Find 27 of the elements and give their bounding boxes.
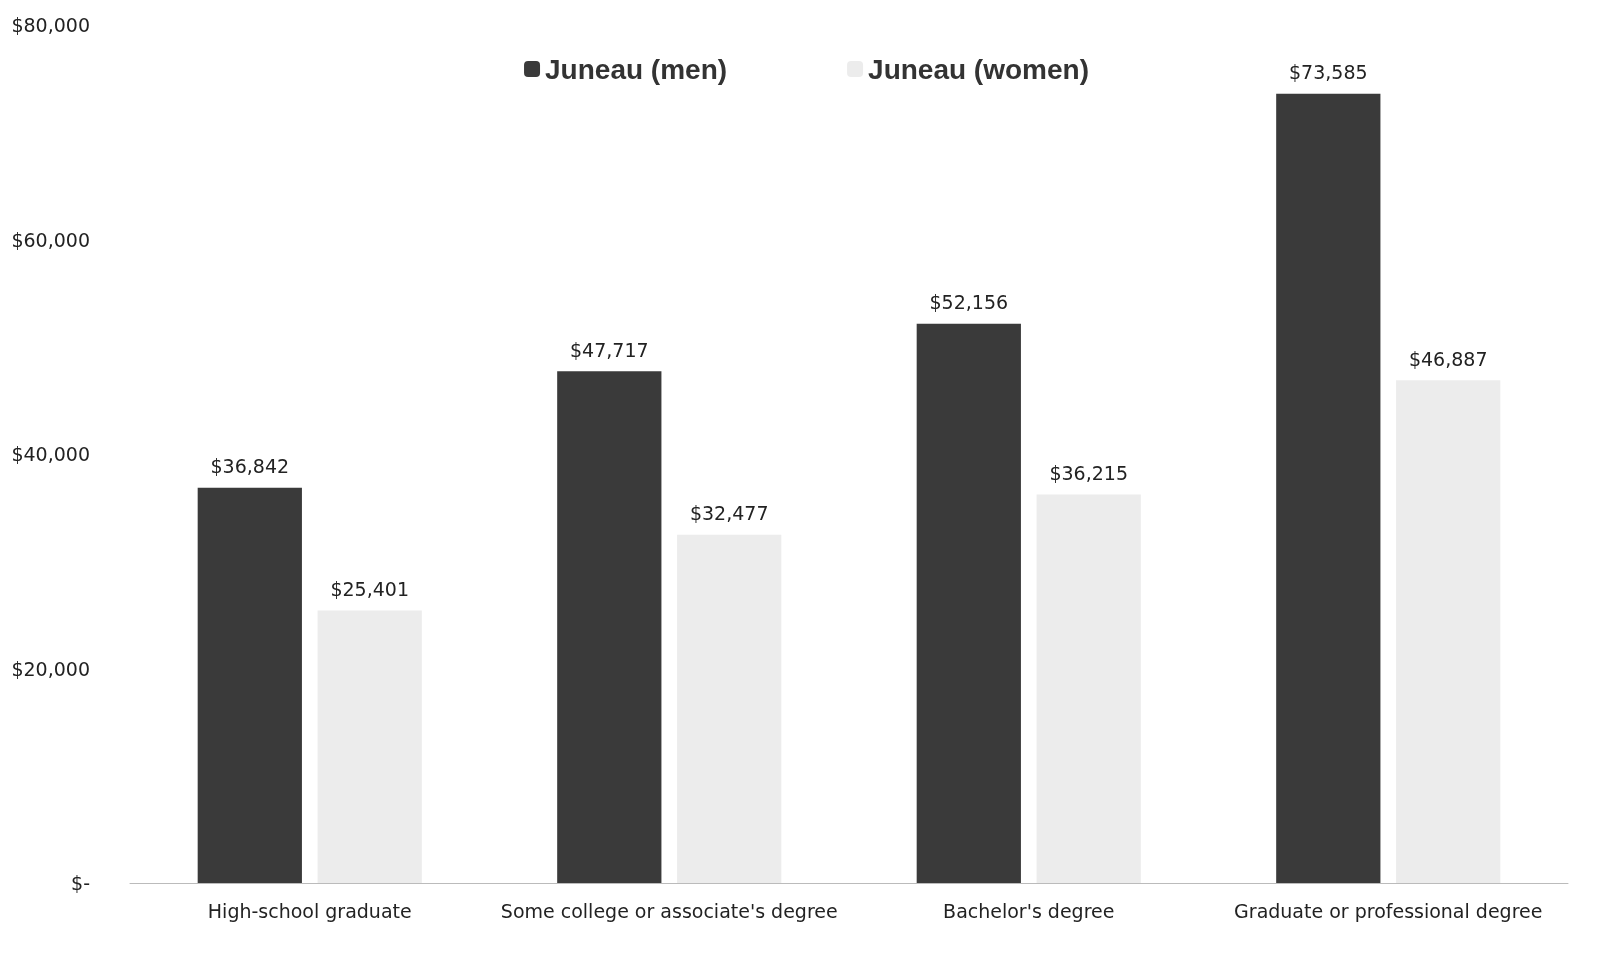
bar [317,610,422,883]
bar [557,371,662,883]
y-tick-label: $80,000 [11,14,90,36]
x-tick-label: Bachelor's degree [943,899,1115,922]
y-tick-label: $- [71,872,90,894]
data-label: $52,156 [929,291,1009,314]
legend-label: Juneau (men) [545,53,728,85]
x-tick-label: Graduate or professional degree [1234,899,1543,922]
data-label: $25,401 [330,578,409,601]
x-tick-label: High-school graduate [207,899,412,922]
data-label: $36,215 [1049,462,1128,485]
data-label: $47,717 [570,338,649,361]
data-label: $46,887 [1408,347,1488,370]
bar [1276,93,1381,883]
bar [677,534,782,883]
legend-label: Juneau (women) [868,53,1089,85]
y-tick-label: $40,000 [11,443,90,465]
data-label: $36,842 [210,455,290,478]
bar [1396,380,1501,883]
y-tick-label: $20,000 [11,657,90,680]
x-tick-label: Some college or associate's degree [500,899,838,922]
data-label: $73,585 [1289,61,1368,84]
data-label: $32,477 [689,502,769,525]
bar [197,487,302,883]
bar [1036,494,1141,883]
y-tick-label: $60,000 [11,228,90,251]
bar [916,323,1021,883]
